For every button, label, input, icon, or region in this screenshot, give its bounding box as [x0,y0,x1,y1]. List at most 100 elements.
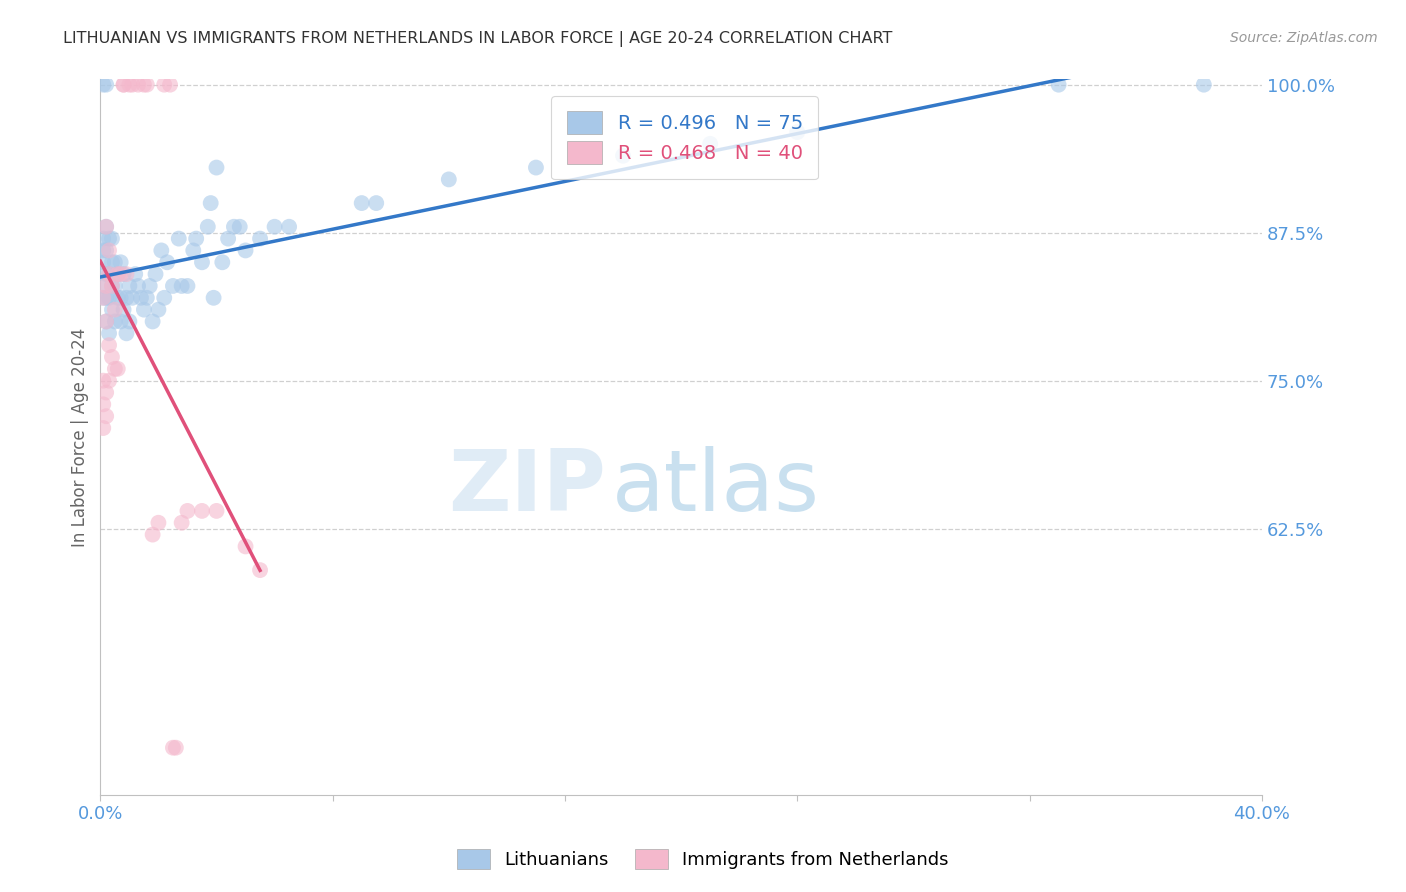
Text: ZIP: ZIP [449,446,606,529]
Point [159,78,181,92]
Point [167,231,190,245]
Point [142,527,165,541]
Point [101,302,124,317]
Point [124,267,146,281]
Point [98,326,121,341]
Point [176,279,198,293]
Point [200,196,222,211]
Point [127,78,149,92]
Point [98,374,121,388]
Point [91,255,114,269]
Point [110,314,132,328]
Point [153,78,176,92]
Point [91,291,114,305]
Point [104,302,127,317]
Point [121,291,143,305]
Point [148,302,170,317]
Point [107,267,129,281]
Point [96,291,118,305]
Point [181,244,204,258]
Point [107,267,129,281]
Point [148,516,170,530]
Point [98,244,121,258]
Point [112,267,135,281]
Point [138,279,160,293]
Point [127,279,149,293]
Point [101,231,124,245]
Point [112,302,135,317]
Point [156,255,179,269]
Point [96,78,118,92]
Point [110,291,132,305]
Point [91,244,114,258]
Point [104,255,127,269]
Point [110,267,132,281]
Point [205,161,228,175]
Point [191,504,214,518]
Point [249,231,271,245]
Point [115,267,138,281]
Point [235,244,257,258]
Point [96,385,118,400]
Point [129,291,152,305]
Point [104,314,127,328]
Point [235,540,257,554]
Point [101,350,124,364]
Point [91,421,114,435]
Point [101,279,124,293]
Point [191,255,214,269]
Text: Source: ZipAtlas.com: Source: ZipAtlas.com [1230,31,1378,45]
Point [91,374,114,388]
Point [96,267,118,281]
Point [104,361,127,376]
Point [112,78,135,92]
Point [112,78,135,92]
Point [142,314,165,328]
Point [115,291,138,305]
Point [98,267,121,281]
Point [115,326,138,341]
Point [278,219,301,234]
Point [162,279,184,293]
Point [229,219,252,234]
Text: atlas: atlas [612,446,820,529]
Point [96,314,118,328]
Point [1047,78,1070,92]
Point [98,231,121,245]
Point [211,255,233,269]
Point [153,291,176,305]
Point [101,279,124,293]
Point [98,291,121,305]
Point [96,279,118,293]
Point [96,314,118,328]
Point [366,196,388,211]
Point [98,338,121,352]
Point [98,267,121,281]
Point [197,219,219,234]
Point [91,397,114,411]
Point [524,161,547,175]
Point [104,279,127,293]
Point [118,314,141,328]
Point [121,78,143,92]
Point [91,78,114,92]
Point [263,219,285,234]
Point [101,255,124,269]
Point [96,409,118,424]
Point [1192,78,1215,92]
Point [91,291,114,305]
Point [132,302,155,317]
Point [205,504,228,518]
Point [135,291,157,305]
Point [217,231,239,245]
Point [96,244,118,258]
Point [118,78,141,92]
Point [96,219,118,234]
Point [96,219,118,234]
Point [612,149,634,163]
Point [350,196,373,211]
Point [176,504,198,518]
Point [135,78,157,92]
Point [107,291,129,305]
Point [107,361,129,376]
